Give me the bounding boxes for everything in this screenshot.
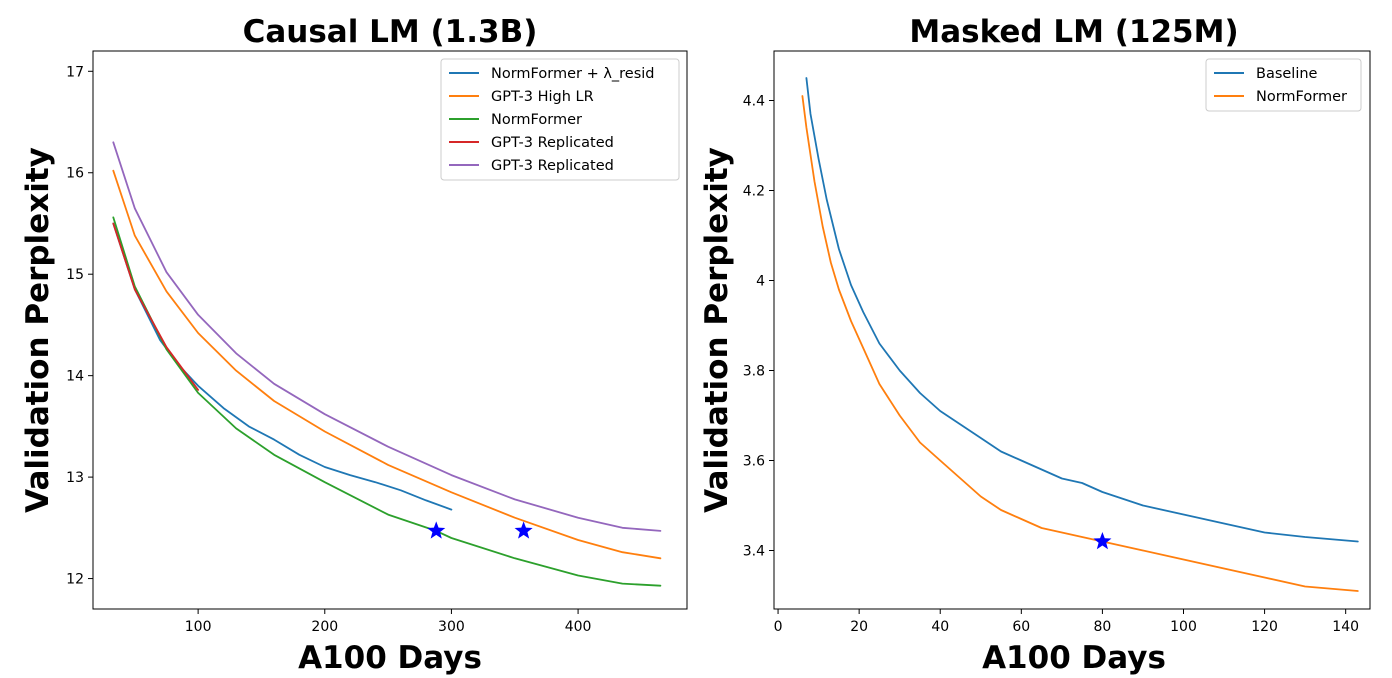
causal-lm-xtick-label: 400 (565, 619, 592, 635)
masked-lm-ytick-label: 4 (756, 274, 765, 290)
masked-lm-xlabel: A100 Days (982, 640, 1166, 676)
masked-lm-ytick-label: 3.8 (743, 364, 765, 380)
masked-lm-series-line-1 (801, 95, 1359, 592)
masked-lm-ytick-label: 4.2 (743, 184, 765, 200)
causal-lm-ytick-label: 15 (66, 267, 84, 283)
masked-lm-xtick-label: 20 (850, 619, 868, 635)
causal-lm-xtick-label: 300 (438, 619, 465, 635)
masked-lm-title: Masked LM (125M) (909, 14, 1238, 50)
causal-lm-ytick-label: 12 (66, 572, 84, 588)
masked-lm-legend: Baseline NormFormer (1205, 58, 1362, 112)
masked-lm-ticks: 0 20 40 60 80 100 120 140 3.4 3.6 3.8 4 4.2 4.4 (743, 94, 1359, 636)
causal-lm-star-marker-0 (427, 521, 446, 539)
masked-lm-ytick-label: 3.4 (743, 544, 765, 560)
masked-lm-lines (801, 77, 1359, 592)
causal-lm-title: Causal LM (1.3B) (243, 14, 538, 50)
causal-lm-legend-label: NormFormer (491, 112, 582, 128)
causal-lm-axes-frame (92, 50, 688, 610)
causal-lm-xlabel: A100 Days (298, 640, 482, 676)
causal-lm-legend-label: GPT-3 Replicated (491, 158, 614, 174)
masked-lm-legend-label: Baseline (1256, 66, 1318, 82)
masked-lm-markers (1093, 532, 1112, 550)
masked-lm-xtick-label: 120 (1251, 619, 1278, 635)
masked-lm-axes-frame (773, 50, 1371, 610)
masked-lm-xtick-label: 60 (1012, 619, 1030, 635)
masked-lm-xtick-label: 140 (1332, 619, 1359, 635)
masked-lm-xtick-label: 100 (1170, 619, 1197, 635)
causal-lm-star-marker-1 (514, 521, 533, 539)
causal-lm-markers (427, 521, 533, 539)
causal-lm-series-line-2 (112, 216, 662, 587)
masked-lm-legend-box (1205, 58, 1362, 112)
masked-lm-legend-label: NormFormer (1256, 89, 1347, 105)
causal-lm-legend-label: GPT-3 Replicated (491, 135, 614, 151)
causal-lm-ylabel: Validation Perplexity (20, 147, 56, 513)
masked-lm-ytick-label: 3.6 (743, 454, 765, 470)
masked-lm-ytick-label: 4.4 (743, 94, 765, 110)
causal-lm-ytick-label: 16 (66, 166, 84, 182)
causal-lm-legend-box (440, 58, 680, 181)
causal-lm-legend: NormFormer + λ_resid GPT-3 High LR NormFor… (440, 58, 680, 181)
masked-lm-series-line-0 (805, 77, 1359, 543)
masked-lm-star-marker-0 (1093, 532, 1112, 550)
causal-lm-ytick-label: 13 (66, 470, 84, 486)
causal-lm-panel: Causal LM (1.3B) A100 Days Validation Pe… (20, 14, 688, 676)
causal-lm-series-line-1 (112, 169, 662, 560)
causal-lm-series-line-4 (112, 141, 662, 532)
causal-lm-lines (112, 141, 662, 587)
causal-lm-series-line-3 (112, 222, 200, 391)
causal-lm-xtick-label: 100 (185, 619, 212, 635)
masked-lm-panel: Masked LM (125M) A100 Days Validation Pe… (699, 14, 1371, 676)
causal-lm-xtick-label: 200 (311, 619, 338, 635)
masked-lm-ylabel: Validation Perplexity (699, 147, 735, 513)
masked-lm-xtick-label: 80 (1093, 619, 1111, 635)
causal-lm-legend-label: NormFormer + λ_resid (491, 66, 655, 82)
causal-lm-ticks: 100 200 300 400 12 13 14 15 16 17 (66, 64, 591, 635)
masked-lm-xtick-label: 40 (931, 619, 949, 635)
masked-lm-xtick-label: 0 (774, 619, 783, 635)
causal-lm-legend-label: GPT-3 High LR (491, 89, 594, 105)
causal-lm-ytick-label: 17 (66, 64, 84, 80)
causal-lm-ytick-label: 14 (66, 369, 84, 385)
